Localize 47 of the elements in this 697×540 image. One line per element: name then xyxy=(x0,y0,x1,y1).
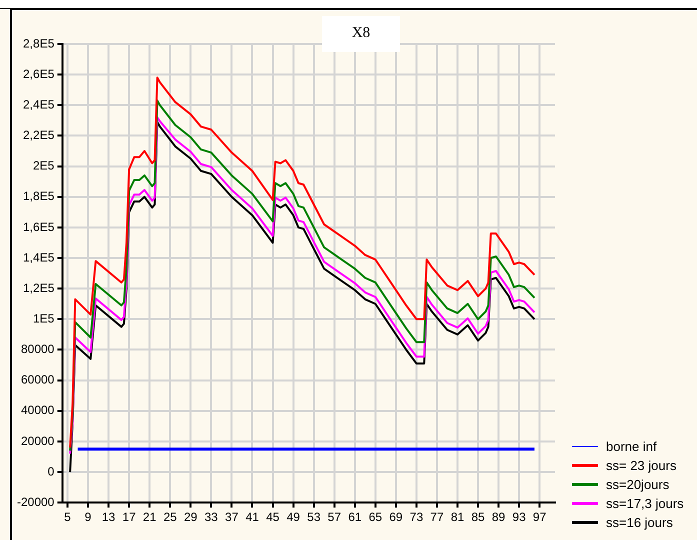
y-tick-label: 2,6E5 xyxy=(23,66,55,81)
x-tick-label: 29 xyxy=(184,510,198,524)
x-tick-label: 81 xyxy=(450,510,464,524)
y-tick-label: 1,2E5 xyxy=(23,280,55,295)
x-tick-label: 13 xyxy=(102,510,116,524)
y-tick-label: 60000 xyxy=(20,372,55,387)
x-tick-label: 5 xyxy=(64,510,72,524)
chart-title: X8 xyxy=(352,25,370,41)
x-tick-label: 17 xyxy=(122,510,136,524)
x-tick-label: 25 xyxy=(163,510,178,524)
x-tick-label: 77 xyxy=(430,510,444,524)
x-tick-label: 89 xyxy=(492,510,506,524)
y-tick-label: 1,8E5 xyxy=(23,189,55,204)
y-tick-label: 40000 xyxy=(20,403,55,418)
y-tick-label: 2E5 xyxy=(33,158,55,173)
x-tick-label: 53 xyxy=(307,510,321,524)
legend-label: ss=17,3 jours xyxy=(606,496,684,511)
y-tick-label: 1E5 xyxy=(33,311,55,326)
y-tick-label: 80000 xyxy=(20,342,55,356)
x-tick-label: 97 xyxy=(532,510,547,524)
title-panel: X8 xyxy=(322,16,400,52)
x-tick-label: 85 xyxy=(471,510,486,524)
x-tick-label: 93 xyxy=(512,510,526,524)
x-tick-label: 37 xyxy=(225,510,239,524)
x-tick-label: 41 xyxy=(246,510,260,524)
y-tick-label: -20000 xyxy=(16,494,55,509)
x-tick-label: 69 xyxy=(389,510,403,524)
x-tick-label: 57 xyxy=(328,510,342,524)
y-tick-label: 20000 xyxy=(20,434,55,448)
y-tick-label: 2,8E5 xyxy=(23,36,55,50)
x-tick-label: 73 xyxy=(410,510,424,524)
x-tick-label: 9 xyxy=(84,510,92,524)
y-tick-label: 1,6E5 xyxy=(23,220,55,234)
x-tick-label: 45 xyxy=(266,510,280,524)
legend-label: ss= 23 jours xyxy=(606,458,676,473)
y-tick-label: 0 xyxy=(48,464,55,478)
x-tick-label: 49 xyxy=(286,510,300,524)
y-tick-label: 2,2E5 xyxy=(23,128,55,142)
y-tick-label: 1,4E5 xyxy=(23,250,55,264)
legend-label: ss=20jours xyxy=(606,477,670,492)
y-tick-label: 2,4E5 xyxy=(23,97,55,112)
x-tick-label: 33 xyxy=(204,510,218,524)
x-tick-label: 65 xyxy=(368,510,382,524)
x-tick-label: 61 xyxy=(348,510,362,524)
legend-label: ss=16 jours xyxy=(606,515,673,530)
x-tick-label: 21 xyxy=(142,510,157,524)
legend-label: borne inf xyxy=(606,439,657,454)
